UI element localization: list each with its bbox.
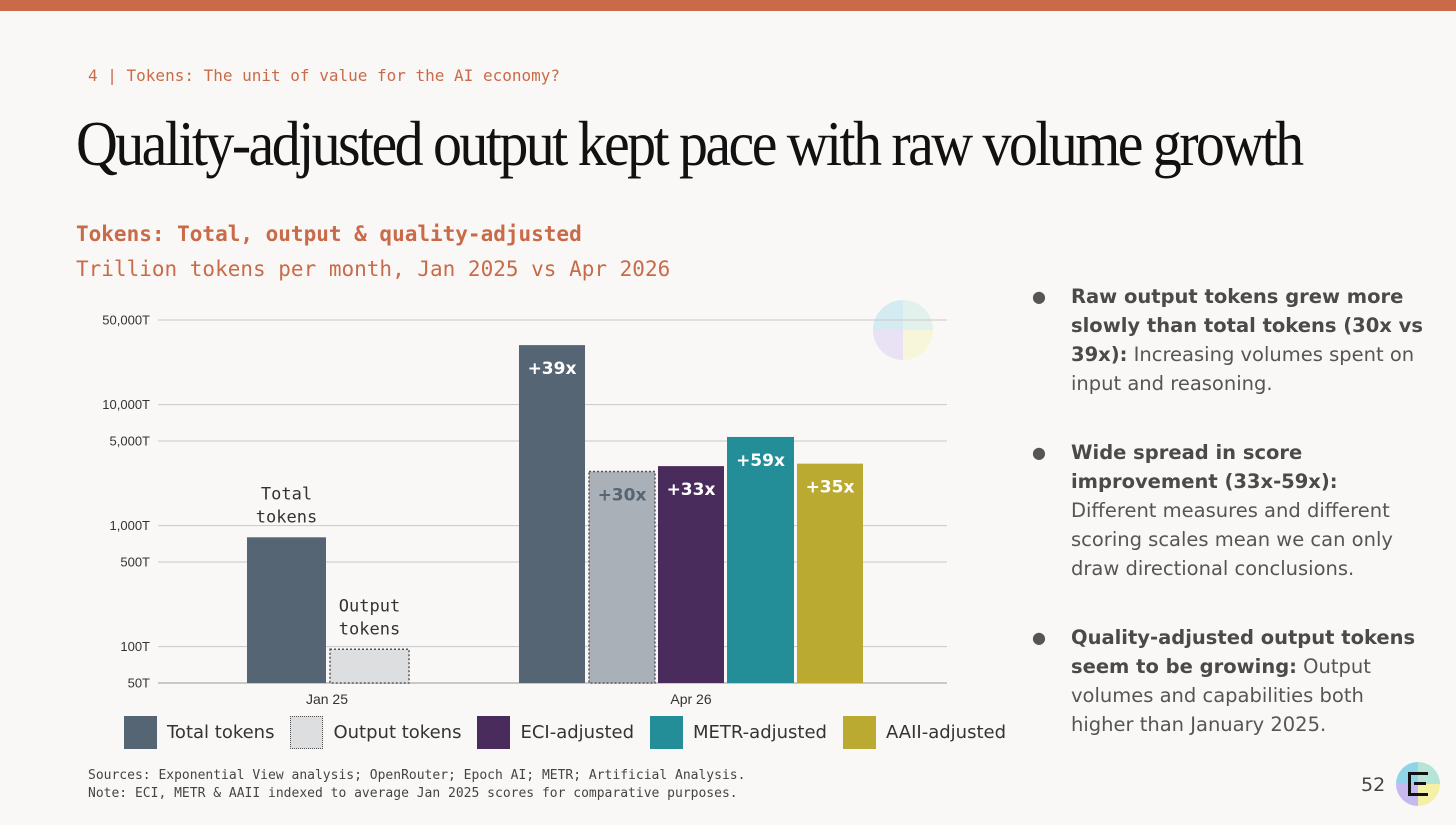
bar-annotation: tokens — [256, 507, 317, 527]
y-tick-label: 50T — [128, 676, 150, 691]
legend-item-output: Output tokens — [290, 716, 461, 749]
y-tick-label: 1,000T — [110, 518, 151, 533]
legend-swatch-metr — [650, 716, 683, 749]
bar-total-0 — [247, 537, 326, 683]
bar-eci-1 — [658, 466, 724, 683]
key-points-list: ● Raw output tokens grew more slowly tha… — [1028, 282, 1428, 779]
legend-swatch-eci — [477, 716, 511, 749]
legend-label-aaii: AAII-adjusted — [885, 722, 1007, 743]
key-point-text: Increasing volumes spent on input and re… — [1071, 343, 1415, 395]
bar-output-0 — [329, 648, 410, 684]
chart-subtitle: Trillion tokens per month, Jan 2025 vs A… — [76, 257, 671, 281]
legend-label-metr: METR-adjusted — [693, 722, 827, 743]
bar-annotation: Total — [261, 484, 312, 504]
y-tick-label: 500T — [120, 555, 150, 570]
legend-swatch-aaii — [842, 716, 876, 749]
key-point-bold: Wide spread in score improvement (33x-59… — [1071, 441, 1338, 493]
y-tick-label: 100T — [120, 639, 150, 654]
legend-item-total: Total tokens — [124, 716, 274, 749]
bar-annotation: Output — [339, 596, 400, 616]
legend-label-total: Total tokens — [167, 722, 275, 743]
key-point: ● Quality-adjusted output tokens seem to… — [1028, 623, 1428, 739]
legend-swatch-total — [124, 716, 157, 749]
bullet-dot-icon: ● — [1032, 628, 1046, 647]
chart-title: Tokens: Total, output & quality-adjusted — [76, 222, 582, 246]
bar-aaii-1 — [797, 463, 863, 683]
key-point-text: Output volumes and capabilities both hig… — [1071, 655, 1371, 736]
key-point: ● Wide spread in score improvement (33x-… — [1028, 438, 1428, 583]
data-label-eci: +33x — [667, 480, 716, 500]
chart-legend: Total tokens Output tokens ECI-adjusted … — [124, 716, 1022, 749]
data-label-output: +30x — [598, 485, 647, 505]
legend-label-eci: ECI-adjusted — [520, 722, 634, 743]
bar-total-1 — [519, 345, 585, 683]
bullet-dot-icon: ● — [1032, 443, 1046, 462]
y-tick-label: 5,000T — [110, 434, 151, 449]
x-tick-label: Jan 25 — [306, 691, 348, 707]
legend-item-metr: METR-adjusted — [650, 716, 827, 749]
legend-item-aaii: AAII-adjusted — [842, 716, 1007, 749]
key-point-text: Different measures and different scoring… — [1071, 499, 1393, 580]
bar-annotation: tokens — [339, 619, 400, 639]
bar-output-1 — [588, 470, 656, 684]
legend-label-output: Output tokens — [333, 722, 462, 743]
watermark-logo-icon — [873, 300, 933, 360]
bar-metr-1 — [727, 436, 794, 683]
y-tick-label: 50,000T — [102, 313, 150, 328]
bullet-dot-icon: ● — [1032, 287, 1046, 306]
data-label-metr: +59x — [736, 451, 785, 471]
top-accent-bar — [0, 0, 1456, 11]
key-point: ● Raw output tokens grew more slowly tha… — [1028, 282, 1428, 398]
key-point-bold: Quality-adjusted output tokens seem to b… — [1071, 626, 1416, 678]
data-label-total: +39x — [528, 359, 577, 379]
page-number: 52 — [1361, 774, 1386, 796]
key-point-bold: Raw output tokens grew more slowly than … — [1071, 285, 1423, 366]
section-label: 4 | Tokens: The unit of value for the AI… — [88, 66, 561, 85]
y-tick-label: 10,000T — [102, 397, 150, 412]
bar-chart: 50,000T 10,000T 5,000T 1,000T 500T 100T 50T Tot… — [102, 313, 947, 707]
sources-note: Sources: Exponential View analysis; Open… — [88, 768, 746, 801]
brand-logo-icon — [1396, 762, 1440, 806]
legend-item-eci: ECI-adjusted — [477, 716, 634, 749]
data-label-aaii: +35x — [806, 478, 855, 498]
legend-swatch-output — [290, 716, 324, 749]
page-title: Quality-adjusted output kept pace with r… — [76, 109, 1304, 179]
x-tick-label: Apr 26 — [670, 691, 711, 707]
